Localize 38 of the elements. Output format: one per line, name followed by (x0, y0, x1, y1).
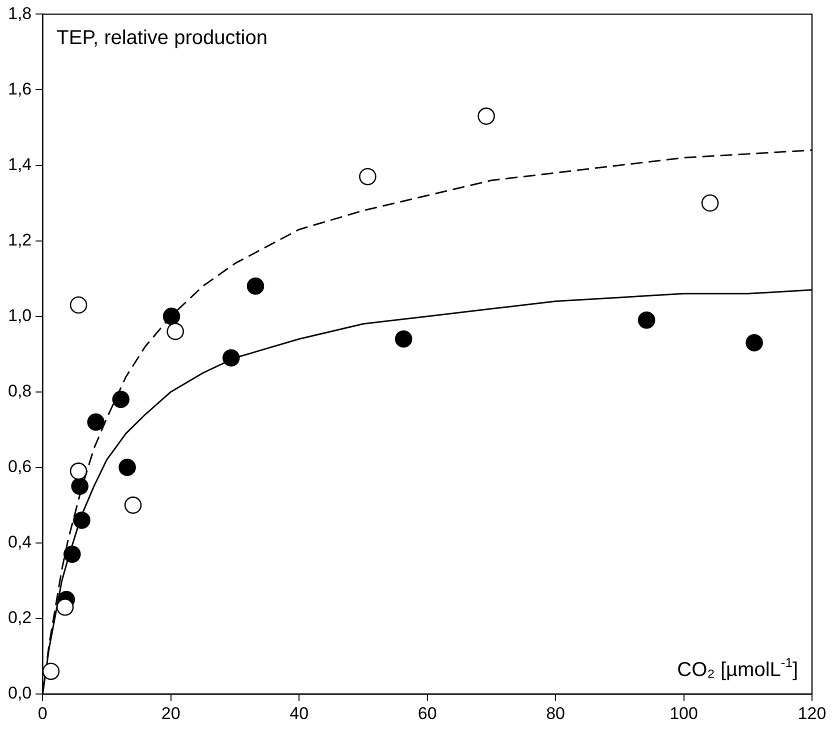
y-tick-label: 1,4 (8, 154, 32, 174)
point (118, 458, 136, 476)
point (112, 390, 130, 408)
text: TEP, relative production (56, 27, 268, 50)
point (638, 311, 656, 329)
point (87, 413, 104, 431)
y-tick-label: 0,4 (8, 532, 32, 552)
x-tick-label: 120 (798, 704, 826, 724)
point (73, 512, 90, 529)
point (63, 546, 81, 563)
point (701, 194, 719, 212)
y-tick-label: 1,6 (8, 79, 32, 98)
point (56, 598, 74, 616)
y-tick-label: 0,2 (8, 608, 32, 628)
x-tick-label: 100 (670, 704, 698, 724)
point (246, 277, 264, 295)
x-tick-label: 60 (418, 704, 437, 724)
y-tick-label: 0,6 (8, 457, 32, 476)
point (166, 322, 184, 340)
point (124, 496, 142, 514)
point (162, 308, 180, 325)
x-tick-label: 20 (161, 704, 180, 724)
point (478, 108, 495, 125)
point (394, 330, 412, 348)
y-tick-label: 1,8 (8, 4, 32, 23)
point (71, 478, 88, 495)
point (746, 334, 763, 352)
x-tick-label: 80 (546, 704, 566, 724)
point (42, 662, 60, 680)
x-tick-label: 40 (290, 704, 309, 724)
y-tick-label: 1,0 (8, 306, 32, 326)
point (359, 168, 376, 186)
x-tick-label: 0 (38, 704, 48, 724)
y-tick-label: 0,0 (8, 684, 32, 703)
y-tick-label: 0,8 (8, 382, 32, 401)
y-tick-label: 1,2 (8, 230, 32, 250)
point (222, 349, 240, 367)
point (70, 296, 88, 314)
